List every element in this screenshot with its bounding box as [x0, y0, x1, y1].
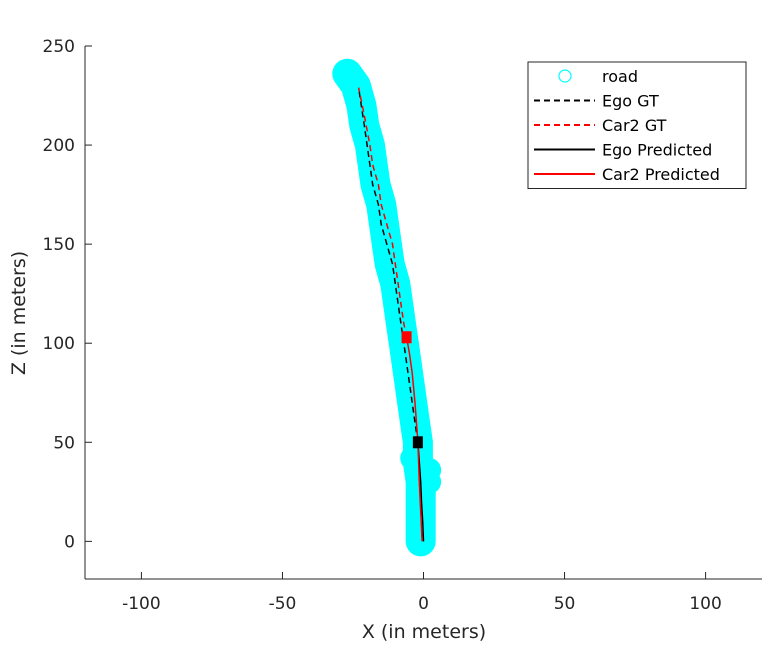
y-tick-label: 250 — [43, 37, 75, 57]
ego-current-position-marker — [412, 436, 423, 449]
legend-label-car2-gt: Car2 GT — [602, 116, 667, 135]
legend-label-car2-predicted: Car2 Predicted — [602, 165, 720, 184]
legend-label-ego-predicted: Ego Predicted — [602, 141, 712, 160]
x-tick-label: 0 — [418, 594, 429, 614]
legend-label-ego-gt: Ego GT — [602, 92, 659, 111]
y-tick-label: 0 — [64, 532, 75, 552]
road-layer — [332, 58, 442, 557]
marker-layer — [401, 331, 423, 449]
car2-current-position-marker — [401, 331, 412, 344]
legend-label-road: road — [602, 67, 638, 86]
y-tick-label: 150 — [43, 235, 75, 255]
y-axis-label: Z (in meters) — [8, 251, 30, 375]
y-tick-label: 50 — [53, 433, 75, 453]
series-layer — [357, 87, 425, 542]
x-tick-label: -100 — [122, 594, 161, 614]
axes: -100 -50 0 50 100 0 50 100 150 200 250 — [43, 37, 762, 614]
series-line-car2-gt — [357, 87, 408, 338]
x-tick-label: 100 — [689, 594, 721, 614]
road-point — [417, 458, 442, 483]
y-tick-label: 100 — [43, 334, 75, 354]
y-tick-label: 200 — [43, 136, 75, 156]
x-tick-label: -50 — [269, 594, 297, 614]
x-axis-label: X (in meters) — [362, 621, 486, 643]
legend: road Ego GT Car2 GT Ego Predicted Car2 Predi… — [527, 61, 747, 189]
road-band — [332, 58, 436, 557]
legend-swatch-road — [558, 69, 572, 83]
x-tick-label: 50 — [554, 594, 576, 614]
series-line-car2-predicted — [405, 337, 423, 542]
series-line-ego-gt — [357, 87, 419, 443]
